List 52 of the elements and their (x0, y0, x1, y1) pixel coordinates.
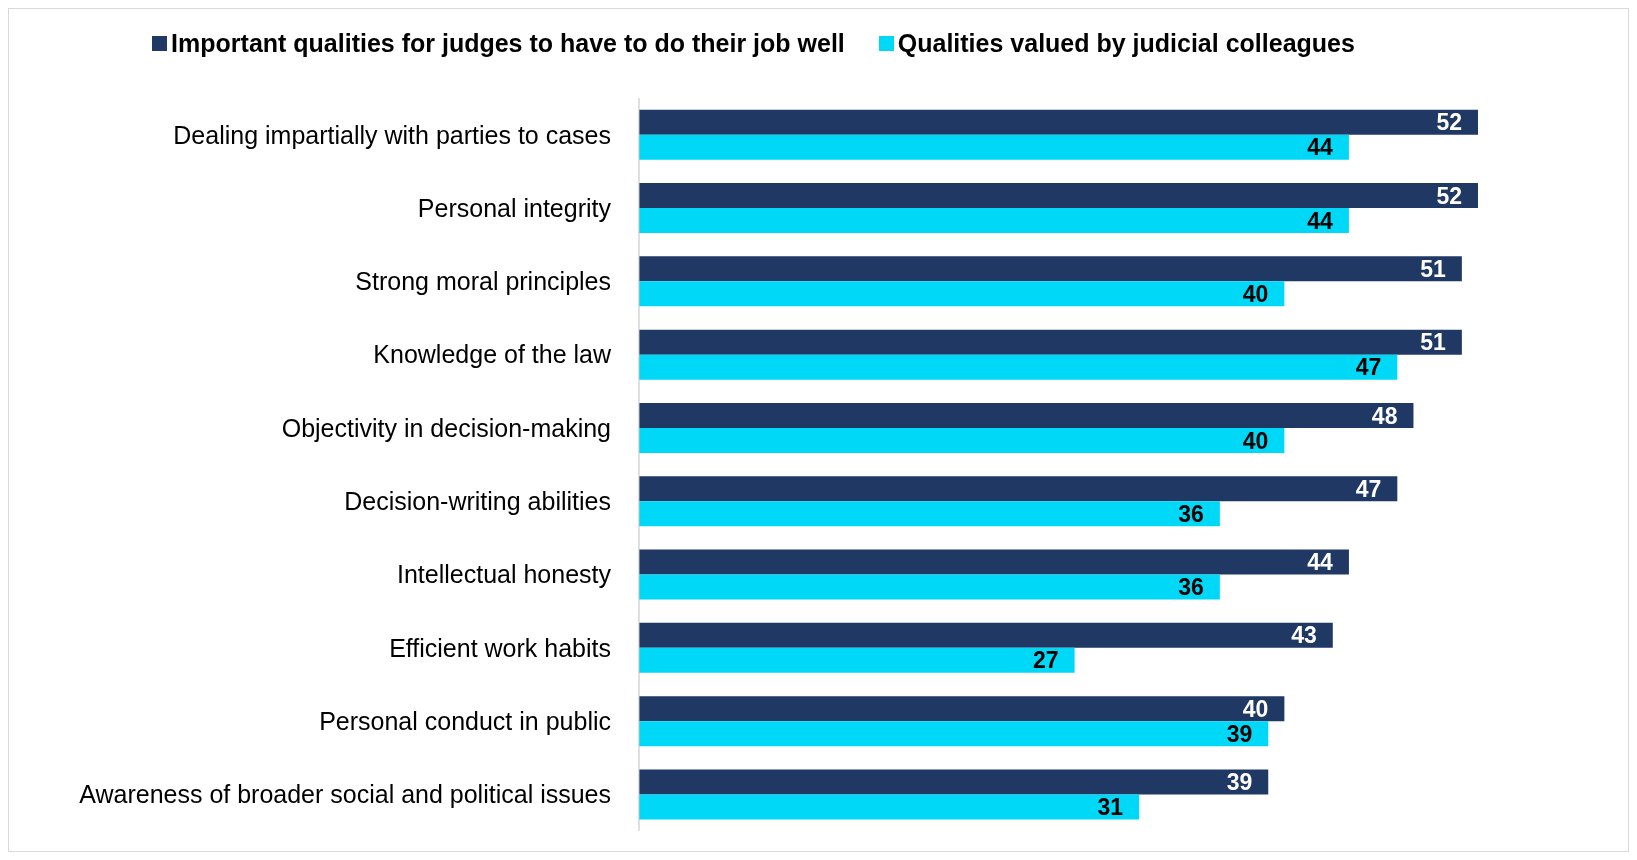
bar (639, 134, 1349, 160)
data-label: 52 (1436, 182, 1462, 209)
data-label: 47 (1355, 354, 1382, 381)
data-label: 39 (1226, 720, 1253, 747)
legend-label: Qualities valued by judicial colleagues (897, 29, 1355, 58)
data-label: 40 (1242, 695, 1269, 722)
data-label: 44 (1307, 134, 1334, 161)
data-label: 48 (1371, 402, 1398, 429)
bar (639, 476, 1398, 502)
data-label: 52 (1436, 109, 1462, 136)
y-tick-label: Decision-writing abilities (344, 487, 611, 516)
bar (639, 622, 1333, 648)
data-label: 40 (1242, 427, 1269, 454)
bar (639, 109, 1478, 135)
legend-label: Important qualities for judges to have to do their job well (171, 29, 845, 58)
bar (639, 721, 1269, 747)
y-tick-label: Awareness of broader social and political issues (79, 780, 611, 809)
data-label: 47 (1355, 475, 1382, 502)
bar (639, 329, 1462, 355)
data-label: 36 (1178, 500, 1204, 527)
bar (639, 281, 1285, 307)
data-label: 36 (1178, 574, 1204, 601)
bar (639, 256, 1462, 282)
y-tick-label: Dealing impartially with parties to cases (173, 120, 611, 149)
bar (639, 769, 1269, 795)
bar (639, 647, 1075, 673)
data-label: 43 (1291, 622, 1317, 649)
bar (639, 208, 1349, 234)
y-tick-label: Efficient work habits (389, 633, 611, 662)
bar (639, 501, 1220, 527)
data-label: 51 (1420, 329, 1447, 356)
bar (639, 794, 1140, 820)
bar (639, 402, 1414, 428)
data-label: 39 (1226, 769, 1253, 796)
data-label: 40 (1242, 280, 1269, 307)
y-tick-label: Intellectual honesty (396, 560, 612, 589)
y-tick-label: Strong moral principles (355, 267, 611, 296)
data-label: 51 (1420, 255, 1447, 282)
y-tick-label: Personal integrity (417, 193, 612, 222)
y-tick-label: Personal conduct in public (319, 706, 611, 735)
bar (639, 574, 1220, 600)
bar (639, 183, 1478, 209)
data-label: 44 (1307, 207, 1334, 234)
data-label: 44 (1307, 549, 1334, 576)
y-tick-label: Knowledge of the law (373, 340, 612, 369)
bar (639, 549, 1349, 575)
data-label: 27 (1033, 647, 1059, 674)
data-label: 31 (1097, 794, 1124, 821)
bar (639, 696, 1285, 722)
bar (639, 427, 1285, 453)
y-tick-label: Objectivity in decision-making (281, 413, 611, 442)
bar (639, 354, 1398, 380)
